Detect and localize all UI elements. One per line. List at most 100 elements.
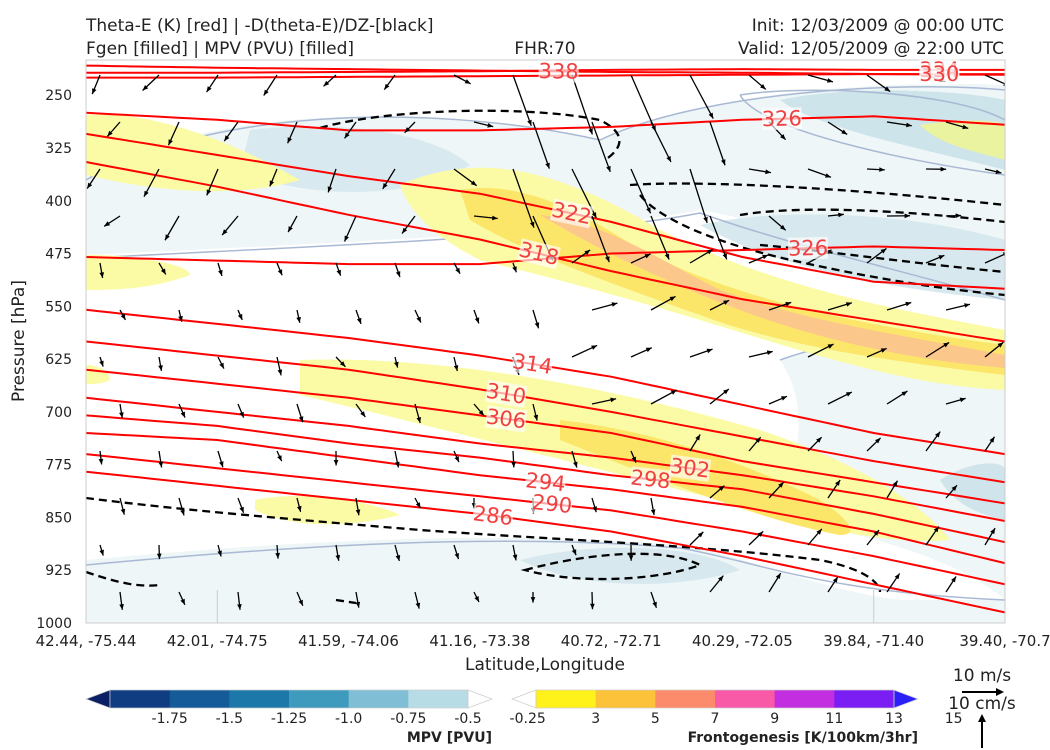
dtheta-dz-contour bbox=[639, 194, 1005, 297]
dtheta-dz-contour bbox=[319, 109, 621, 161]
wind-vector bbox=[650, 121, 672, 163]
wind-vector-head bbox=[875, 437, 881, 444]
wind-vector-head bbox=[838, 212, 844, 218]
dtheta-dz-contour bbox=[335, 598, 357, 605]
theta-e-label-background bbox=[510, 349, 554, 379]
wind-vector-head bbox=[160, 268, 166, 275]
wind-vector-head bbox=[841, 129, 848, 135]
y-tick-label: 1000 bbox=[36, 616, 72, 632]
colorbar-extension bbox=[467, 689, 493, 709]
dtheta-dz-contour bbox=[520, 552, 703, 581]
mpv-fill-region bbox=[520, 547, 740, 584]
wind-vector-head bbox=[512, 554, 518, 561]
wind-vector-head bbox=[237, 604, 242, 610]
wind-vector-head bbox=[845, 302, 852, 307]
wind-vector-head bbox=[762, 254, 769, 260]
wind-vector-head bbox=[478, 410, 484, 416]
wind-vector-head bbox=[708, 112, 714, 119]
x-tick-label: 41.16, -73.38 bbox=[429, 632, 530, 650]
wind-vector-head bbox=[545, 162, 550, 169]
wind-vector-head bbox=[906, 122, 912, 128]
wind-vector-head bbox=[780, 224, 786, 231]
wind-vector-head bbox=[104, 221, 111, 227]
wind-vector-head bbox=[511, 461, 516, 468]
wind-vector-head bbox=[723, 300, 730, 305]
wind-vector bbox=[709, 121, 726, 166]
colorbar-extension bbox=[893, 689, 919, 709]
wind-vector-head bbox=[816, 437, 822, 443]
wind-vector-head bbox=[664, 253, 670, 260]
colorbar-title: MPV [PVU] bbox=[407, 730, 492, 746]
wind-vector-head bbox=[218, 269, 223, 276]
wind-vector-head bbox=[395, 461, 400, 468]
theta-e-contour-label: 326 bbox=[761, 106, 802, 131]
init-time: Init: 12/03/2009 @ 00:00 UTC bbox=[752, 16, 1004, 36]
filled-fields bbox=[86, 83, 1005, 623]
wind-vector-head bbox=[591, 345, 598, 350]
wind-vector-head bbox=[894, 573, 900, 580]
y-axis-ticks: 250 325 400 475 550 625 700 775 850 925 1000 bbox=[36, 88, 72, 632]
forecast-hour: FHR:70 bbox=[514, 39, 575, 59]
wind-vector-head bbox=[935, 431, 941, 438]
wind-vector-head bbox=[695, 434, 701, 441]
wind-vector-head bbox=[120, 508, 126, 515]
colorbar-tick-label: 15 bbox=[945, 711, 963, 727]
colorbar-frame bbox=[535, 689, 895, 709]
wind-vector-head bbox=[165, 234, 170, 241]
mpv-colorbar: -1.75 -1.5 -1.25 -1.0 -0.75 -0.5 -0.25 MPV [PVU… bbox=[85, 689, 546, 746]
wind-vector-head bbox=[904, 213, 911, 219]
wind-vector-head bbox=[333, 460, 339, 466]
y-tick-label: 625 bbox=[45, 352, 72, 368]
wind-vector-head bbox=[670, 390, 677, 395]
mpv-contour-line bbox=[86, 540, 1005, 601]
wind-vector bbox=[532, 121, 550, 169]
theta-e-label-background bbox=[531, 491, 574, 518]
wind-vector-head bbox=[296, 316, 301, 323]
theta-e-label-background bbox=[549, 198, 594, 229]
wind-vector-head bbox=[943, 342, 950, 348]
wind-vector-head bbox=[646, 207, 651, 214]
wind-vector-head bbox=[180, 411, 185, 418]
colorbar-tick-label: -0.75 bbox=[390, 711, 426, 727]
wind-vector-head bbox=[158, 365, 163, 371]
wind-vector-head bbox=[415, 502, 421, 509]
wind-vector-head bbox=[454, 553, 459, 560]
wind-vector-head bbox=[87, 182, 93, 189]
theta-e-contour-line bbox=[86, 470, 1005, 614]
theta-e-label-background bbox=[787, 236, 829, 260]
wind-vector-head bbox=[706, 249, 713, 255]
mpv-contour-line bbox=[86, 86, 1005, 181]
fgen-fill-region bbox=[920, 120, 1005, 160]
wind-vector-head bbox=[217, 550, 222, 557]
dtheta-dz-contour bbox=[86, 496, 882, 593]
wind-vector-head bbox=[940, 166, 947, 172]
wind-vector-head bbox=[666, 156, 671, 163]
wind-vector-head bbox=[775, 573, 781, 579]
mpv-fill-region bbox=[780, 340, 1005, 600]
theta-e-contour-line bbox=[86, 132, 1005, 290]
wind-vector-head bbox=[415, 602, 421, 609]
wind-vector-head bbox=[892, 480, 898, 487]
colorbar-tick-label: 5 bbox=[651, 711, 660, 727]
wind-scale-arrowhead bbox=[996, 688, 1004, 696]
wind-vector-head bbox=[512, 266, 517, 273]
theta-e-contour-line bbox=[86, 414, 1005, 544]
wind-vector-head bbox=[781, 396, 788, 401]
wind-vector-head bbox=[219, 461, 224, 468]
x-tick-label: 39.40, -70.7 bbox=[959, 632, 1050, 650]
wind-vector bbox=[689, 74, 714, 119]
theta-e-contour-line bbox=[86, 368, 1005, 505]
theta-e-label-background bbox=[761, 107, 803, 131]
wind-vectors bbox=[86, 74, 1005, 610]
wind-vector-head bbox=[721, 159, 726, 166]
wind-vector-head bbox=[120, 313, 126, 320]
wind-vector-head bbox=[92, 88, 97, 95]
colorbar-segment bbox=[595, 690, 656, 708]
wind-vector-head bbox=[997, 342, 1004, 348]
wind-vector-head bbox=[590, 603, 595, 610]
colorbar-segment bbox=[289, 690, 350, 708]
wind-vector-head bbox=[959, 397, 966, 403]
wind-vector-head bbox=[355, 509, 361, 516]
wind-vector-head bbox=[757, 531, 764, 537]
theta-e-contour-label: 298 bbox=[629, 465, 671, 493]
